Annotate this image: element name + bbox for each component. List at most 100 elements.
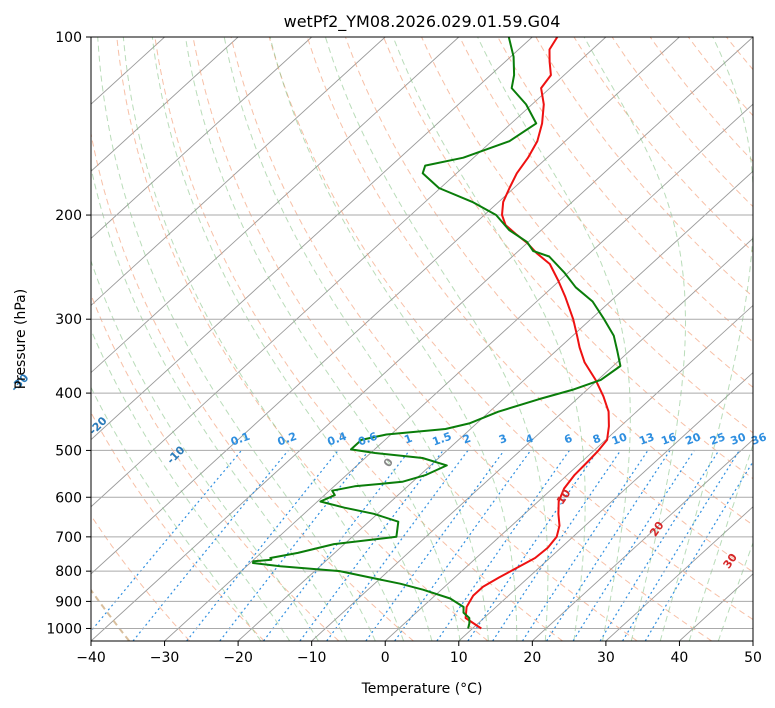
x-axis-label: Temperature (°C) (361, 681, 483, 697)
background-lines (91, 37, 753, 641)
x-tick-label: −10 (297, 650, 327, 666)
mixing-ratio-line (91, 450, 242, 632)
dry-adiabat (91, 514, 191, 641)
mixing-ratio-line (546, 450, 671, 641)
isotherm (91, 37, 680, 575)
x-tick-label: −40 (76, 650, 106, 666)
dry-adiabat (344, 37, 753, 526)
isotherm (91, 37, 239, 172)
moist-adiabat (659, 37, 753, 641)
temperature-line (464, 37, 610, 630)
mixing-ratio-line (521, 450, 649, 641)
moist-adiabat (717, 541, 753, 641)
isotherm (605, 506, 753, 641)
isotherm (384, 304, 753, 641)
y-tick-label: 800 (55, 564, 82, 580)
y-tick-label: 400 (55, 386, 82, 402)
x-tick-label: 50 (744, 650, 762, 666)
x-tick-label: −30 (150, 650, 180, 666)
x-tick-label: 40 (671, 650, 689, 666)
dry-adiabat (306, 37, 753, 573)
mixing-ratio-line (644, 460, 753, 641)
isotherm (91, 37, 607, 508)
mixing-ratio-line (132, 450, 289, 641)
dewpoint-line (252, 37, 622, 629)
data-series (252, 37, 622, 630)
moist-adiabat (91, 165, 348, 641)
mixing-ratio-label: 16 (659, 430, 678, 448)
isobar-grid (91, 214, 753, 629)
y-tick-label: 500 (55, 443, 82, 459)
dry-adiabat (230, 37, 713, 641)
mixing-ratio-label: 0.4 (326, 430, 349, 449)
isotherm (91, 37, 460, 374)
mixing-ratio-label: 0.6 (356, 430, 379, 449)
mixing-ratio-line (326, 450, 469, 641)
mixing-ratio-label: 8 (591, 432, 603, 447)
y-axis-label: Pressure (hPa) (13, 289, 29, 389)
dry-adiabat (91, 131, 414, 641)
mixing-ratio-label: 30 (729, 430, 748, 448)
isotherm (458, 371, 753, 641)
plot-frame (90, 36, 754, 642)
isotherm (237, 170, 753, 641)
mixing-ratio-label: 10 (610, 430, 629, 448)
moist-adiabat (97, 37, 376, 641)
moist-adiabat (269, 37, 518, 641)
isotherm (91, 37, 533, 441)
mixing-ratio-label: 2 (461, 432, 473, 447)
isotherm (311, 237, 753, 641)
isotherm (91, 37, 386, 307)
mixing-ratio-label: 13 (637, 430, 656, 447)
x-tick-label: 10 (450, 650, 468, 666)
dry-adiabat (268, 37, 753, 621)
mixing-ratio-line (365, 450, 505, 641)
y-axis: 100 200 300 400 500 600 700 800 900 1000 (46, 30, 91, 637)
y-tick-label: 1000 (46, 621, 82, 637)
moist-adiabat (223, 37, 489, 641)
y-tick-label: 300 (55, 312, 82, 328)
moist-adiabat (122, 37, 405, 641)
mixing-ratio-label: 0.1 (229, 430, 252, 449)
moist-adiabat (392, 37, 586, 641)
mixing-ratio-line (599, 450, 720, 641)
moist-adiabat (91, 259, 319, 641)
x-tick-label: 30 (597, 650, 615, 666)
isotherm (164, 103, 753, 641)
moist-adiabat (91, 328, 291, 641)
x-tick-label: 0 (381, 650, 390, 666)
mixing-ratio-line (394, 450, 532, 641)
mixing-ratio-label: 6 (562, 432, 574, 447)
x-tick-label: −20 (223, 650, 253, 666)
chart-title: wetPf2_YM08.2026.029.01.59.G04 (284, 12, 561, 32)
mixing-ratio-label: 1.5 (431, 430, 454, 449)
mixing-ratio-label: 1 (403, 432, 415, 447)
mixing-ratio-line (263, 450, 410, 641)
moist-adiabat (688, 443, 753, 641)
moist-adiabat (583, 37, 686, 641)
isotherm (91, 37, 313, 239)
mixing-ratio-label: 0.2 (276, 430, 299, 449)
dry-adiabat (91, 293, 340, 641)
moist-adiabat (91, 386, 262, 641)
moist-adiabat (477, 37, 631, 641)
mixing-ratio-label: 36 (749, 430, 768, 448)
mixing-ratio-label: 3 (497, 432, 509, 447)
x-axis: −40 −30 −20 −10 0 10 20 30 40 50 (76, 641, 762, 666)
y-tick-label: 200 (55, 208, 82, 224)
mixing-ratio-label: 20 (684, 430, 703, 448)
dry-adiabat (91, 411, 265, 641)
mixing-ratio-label: 25 (708, 430, 727, 447)
y-tick-label: 700 (55, 530, 82, 546)
y-tick-label: 100 (55, 30, 82, 46)
y-tick-label: 900 (55, 594, 82, 610)
y-tick-label: 600 (55, 490, 82, 506)
x-tick-label: 20 (523, 650, 541, 666)
moist-adiabat (324, 37, 549, 641)
mixing-ratio-label: 4 (524, 432, 536, 447)
dry-adiabat (154, 37, 563, 641)
mixing-ratio-line (572, 450, 695, 641)
isotherm (91, 37, 753, 641)
